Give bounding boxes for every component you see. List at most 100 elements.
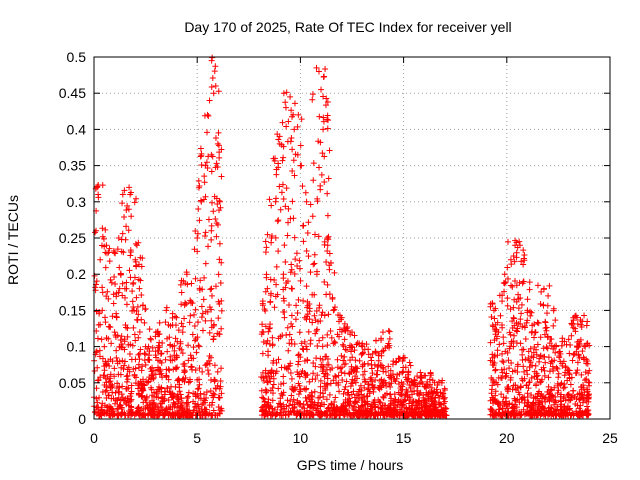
data-point [365,346,372,353]
data-point [364,360,371,367]
data-point [135,351,142,358]
data-point [437,411,444,418]
y-axis-label: ROTI / TECUs [5,195,21,285]
data-point [283,365,290,372]
data-point [378,362,385,369]
data-point [188,280,195,287]
data-point [348,368,355,375]
data-point [132,256,139,263]
data-point [194,235,201,241]
data-point [324,99,331,106]
data-point [349,329,355,336]
data-point [325,311,332,318]
data-point [368,361,375,368]
data-point [356,357,363,364]
data-point [364,386,371,393]
data-point [212,216,219,223]
data-point [135,391,142,398]
data-point [574,359,581,366]
data-point [540,364,547,371]
data-point [198,303,205,310]
data-point [513,254,520,261]
data-point [524,390,531,397]
data-point [172,313,179,320]
data-point [209,199,216,206]
data-point [285,219,292,226]
data-point [187,352,194,359]
data-point [207,286,214,293]
data-point [417,389,424,396]
data-point [509,283,516,290]
data-point [489,358,496,365]
data-point [287,93,294,100]
data-point [208,317,215,324]
data-point [258,373,265,380]
data-point [388,395,395,402]
data-point [323,291,330,298]
data-point [314,402,321,409]
data-point [411,376,418,383]
data-point [386,380,393,387]
data-point [133,374,140,381]
data-point [187,312,194,319]
data-point [146,348,153,355]
data-point [300,222,307,229]
data-point [265,396,272,403]
data-point [324,116,331,123]
data-point [340,343,347,350]
data-point [527,359,534,366]
data-point [135,334,142,341]
data-point [569,357,576,364]
data-point [440,390,447,397]
data-point [264,402,271,409]
data-point [105,295,112,302]
data-point [313,308,320,315]
data-point [346,401,353,408]
data-point [584,340,591,347]
data-point [362,378,369,385]
data-point [309,319,316,326]
data-point [294,310,301,317]
data-point [175,327,182,334]
data-point [288,107,295,114]
data-point [273,263,280,270]
data-point [324,242,331,249]
data-point [266,196,273,203]
data-point [269,397,276,404]
data-point [557,350,564,357]
data-point [576,396,583,403]
data-point [136,329,143,336]
data-point [113,354,120,361]
data-point [289,323,296,330]
data-point [360,371,367,378]
data-point [319,150,326,157]
data-point [153,390,160,397]
data-point [185,357,192,364]
data-point [305,219,312,226]
data-point [529,322,536,329]
data-point [513,282,520,289]
data-point [404,392,411,399]
data-point [581,389,588,396]
data-point [143,394,150,401]
data-point [275,385,282,392]
data-point [201,173,208,180]
data-point [184,395,191,402]
data-point [345,399,352,405]
data-point [111,274,118,281]
data-point [551,399,558,406]
data-point [177,412,184,419]
data-point [379,329,386,336]
data-point [507,306,514,313]
data-point [273,171,280,178]
data-point [289,198,296,205]
data-point [377,383,384,390]
data-point [583,397,590,404]
data-point [525,354,532,361]
data-point [402,397,409,404]
data-point [272,198,279,205]
data-point [206,97,213,104]
x-tick-label: 20 [499,430,515,446]
data-point [562,369,569,376]
data-point [363,412,370,419]
